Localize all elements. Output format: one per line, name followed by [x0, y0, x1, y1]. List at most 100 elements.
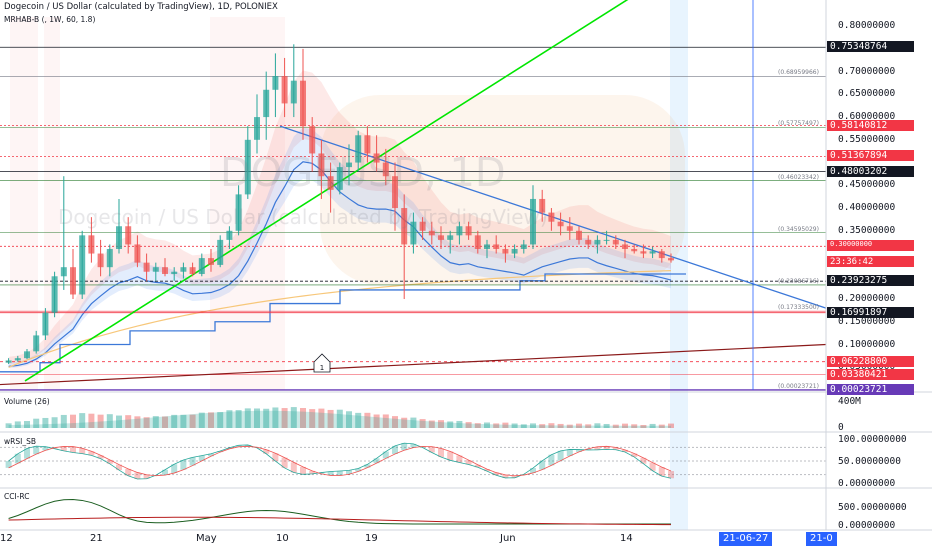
price-tag-9: 0.03380421	[827, 368, 914, 380]
volume-bar-52	[484, 422, 490, 428]
volume-bar-43	[401, 417, 408, 428]
volume-bar-42	[392, 416, 398, 428]
volume-bar-38	[355, 412, 362, 428]
candle-body-58	[539, 198, 546, 213]
volume-bar-45	[419, 419, 426, 428]
volume-bar-12	[116, 415, 122, 428]
fib-label-3: (0.34595029)	[778, 225, 819, 233]
candle-body-55	[511, 248, 518, 254]
candle-body-31	[290, 80, 297, 104]
price-tag-10: 0.00023721	[827, 383, 914, 395]
candle-body-22	[208, 258, 214, 265]
candle-body-25	[235, 194, 242, 231]
volume-bar-19	[180, 414, 187, 428]
candle-body-64	[594, 239, 601, 245]
candle-body-54	[502, 248, 509, 254]
candle-body-61	[566, 226, 573, 231]
candle-body-40	[373, 153, 380, 163]
volume-bar-23	[217, 412, 224, 428]
candle-body-17	[162, 267, 168, 275]
volume-bar-65	[603, 423, 610, 428]
time-axis-label-0: 12	[0, 533, 13, 544]
candle-body-43	[401, 208, 408, 245]
volume-ma-area	[8, 410, 672, 428]
candle-body-70	[649, 251, 656, 254]
volume-bar-57	[530, 423, 536, 428]
volume-bar-64	[594, 423, 601, 428]
volume-axis-zero: 0	[838, 422, 844, 433]
volume-bar-27	[254, 408, 260, 428]
candle-body-18	[171, 271, 178, 275]
price-axis-label-0: 0.80000000	[838, 20, 896, 32]
axis-lines	[0, 0, 932, 531]
candle-body-38	[355, 135, 362, 163]
candle-body-7	[70, 267, 76, 295]
price-axis-label-10: 0.10000000	[838, 338, 896, 350]
volume-bar-31	[290, 407, 297, 428]
volume-bar-44	[410, 417, 417, 428]
volume-bar-14	[134, 416, 141, 428]
price-axis-label-7: 0.35000000	[838, 224, 896, 236]
fib-label-0: (0.68959966)	[778, 69, 819, 77]
volume-bar-13	[125, 415, 132, 428]
volume-bar-16	[152, 416, 159, 428]
volume-bar-58	[539, 424, 546, 428]
volume-bar-51	[474, 423, 481, 428]
volume-bar-37	[346, 411, 352, 428]
price-tag-7: 0.16991897	[827, 306, 914, 318]
volume-bar-35	[327, 409, 334, 428]
cci-line	[8, 499, 671, 525]
candle-body-60	[557, 221, 564, 227]
volume-bar-10	[97, 414, 104, 428]
volume-bar-15	[143, 417, 150, 428]
volume-bar-17	[162, 416, 168, 428]
price-axis-label-2: 0.65000000	[838, 88, 896, 100]
wrsi-signal	[8, 445, 672, 477]
candle-body-28	[263, 89, 270, 118]
candle-body-66	[612, 239, 619, 245]
candle-body-21	[198, 258, 205, 275]
candle-body-44	[410, 221, 417, 245]
wrsi-axis-50: 50.00000000	[838, 456, 901, 467]
partial-price-tag: 0.30000000	[827, 241, 914, 248]
green-trendline	[24, 0, 629, 382]
time-axis-label-2: May	[196, 533, 217, 544]
volume-axis-top: 400M	[838, 396, 861, 407]
wrsi-axis-0: 0.00000000	[838, 478, 896, 489]
volume-bar-53	[493, 423, 500, 428]
candle-body-27	[254, 117, 260, 140]
price-axis-label-1: 0.70000000	[838, 65, 896, 77]
candle-body-33	[309, 126, 316, 154]
candle-body-20	[189, 267, 196, 275]
price-tag-3: 0.48003202	[827, 165, 914, 177]
candle-body-36	[336, 167, 343, 190]
price-axis-label-5: 0.45000000	[838, 179, 896, 191]
volume-bar-28	[263, 408, 270, 428]
candle-body-42	[392, 176, 398, 209]
candle-body-2	[24, 351, 30, 359]
volume-bar-39	[364, 412, 371, 428]
candle-body-26	[244, 139, 251, 195]
volume-bar-68	[631, 424, 638, 428]
candles	[5, 44, 674, 365]
trendlines: 1	[0, 0, 827, 390]
candle-body-19	[180, 267, 187, 272]
volume-bar-6	[60, 414, 67, 428]
wrsi-axis-100: 100.00000000	[838, 434, 907, 445]
time-axis-label-6: 14	[620, 533, 633, 544]
price-axis-label-6: 0.40000000	[838, 202, 896, 214]
candle-body-14	[134, 244, 141, 263]
price-axis-label-11: 0.05000000	[838, 361, 896, 373]
volume-bar-30	[281, 408, 288, 428]
volume-bar-71	[658, 424, 665, 428]
fib-label-4: (0.23086716)	[778, 277, 819, 285]
fib-label-5: (0.17333500)	[778, 304, 819, 312]
volume-bar-7	[70, 414, 76, 428]
candle-body-35	[327, 176, 334, 190]
candle-body-45	[419, 221, 426, 231]
cci-signal	[8, 516, 672, 526]
candle-body-67	[622, 244, 628, 249]
volume-bar-70	[649, 423, 656, 428]
candle-body-39	[364, 135, 371, 154]
